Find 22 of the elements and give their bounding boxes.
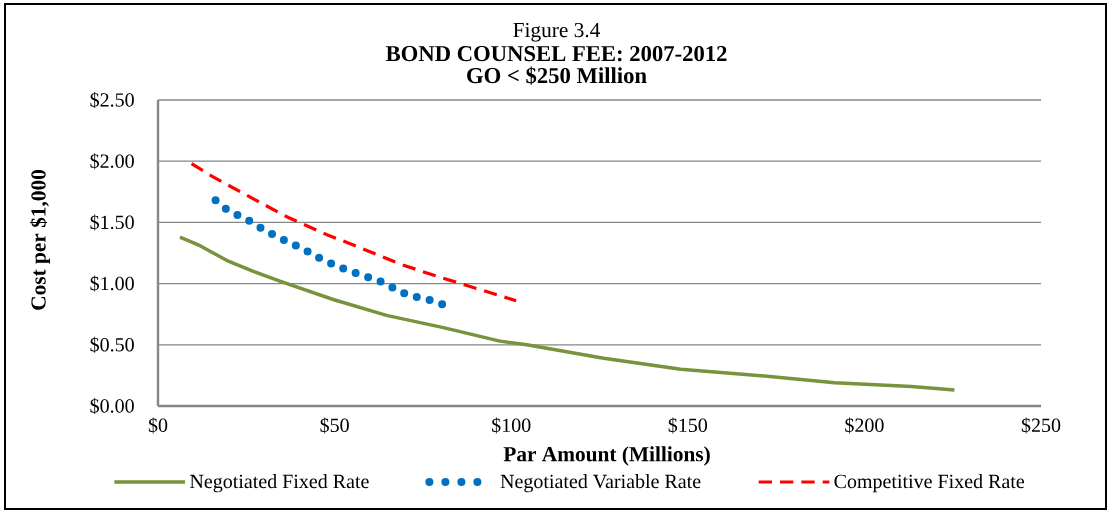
y-tick-label: $2.00 [90, 153, 134, 170]
x-tick-label: $150 [668, 417, 708, 434]
x-tick-label: $50 [320, 417, 349, 434]
y-tick-label: $0.00 [90, 398, 134, 415]
legend-label: Negotiated Fixed Rate [190, 474, 369, 493]
caption: Figure 3.4 [513, 22, 601, 42]
chart-subtitle: GO < $250 Million [467, 66, 647, 85]
chart-title: BOND COUNSEL FEE: 2007-2012 [385, 45, 727, 62]
y-tick-label: $1.00 [90, 275, 134, 292]
x-tick-label: $100 [492, 417, 531, 434]
y-tick-label: $2.50 [90, 92, 134, 108]
legend-label: Competitive Fixed Rate [834, 474, 1025, 493]
x-tick-label: $250 [1021, 417, 1061, 434]
line-series [178, 235, 957, 392]
x-axis-title: Par Amount (Millions) [503, 446, 710, 466]
y-axis-title: Cost per $1,000 [30, 170, 51, 310]
x-tick-label: $200 [845, 417, 884, 434]
y-tick-label: $0.50 [90, 336, 134, 353]
y-tick-label: $1.50 [90, 214, 134, 231]
line-series [189, 162, 518, 303]
x-tick-label: $0 [148, 417, 168, 434]
legend-label: Negotiated Variable Rate [500, 474, 701, 493]
